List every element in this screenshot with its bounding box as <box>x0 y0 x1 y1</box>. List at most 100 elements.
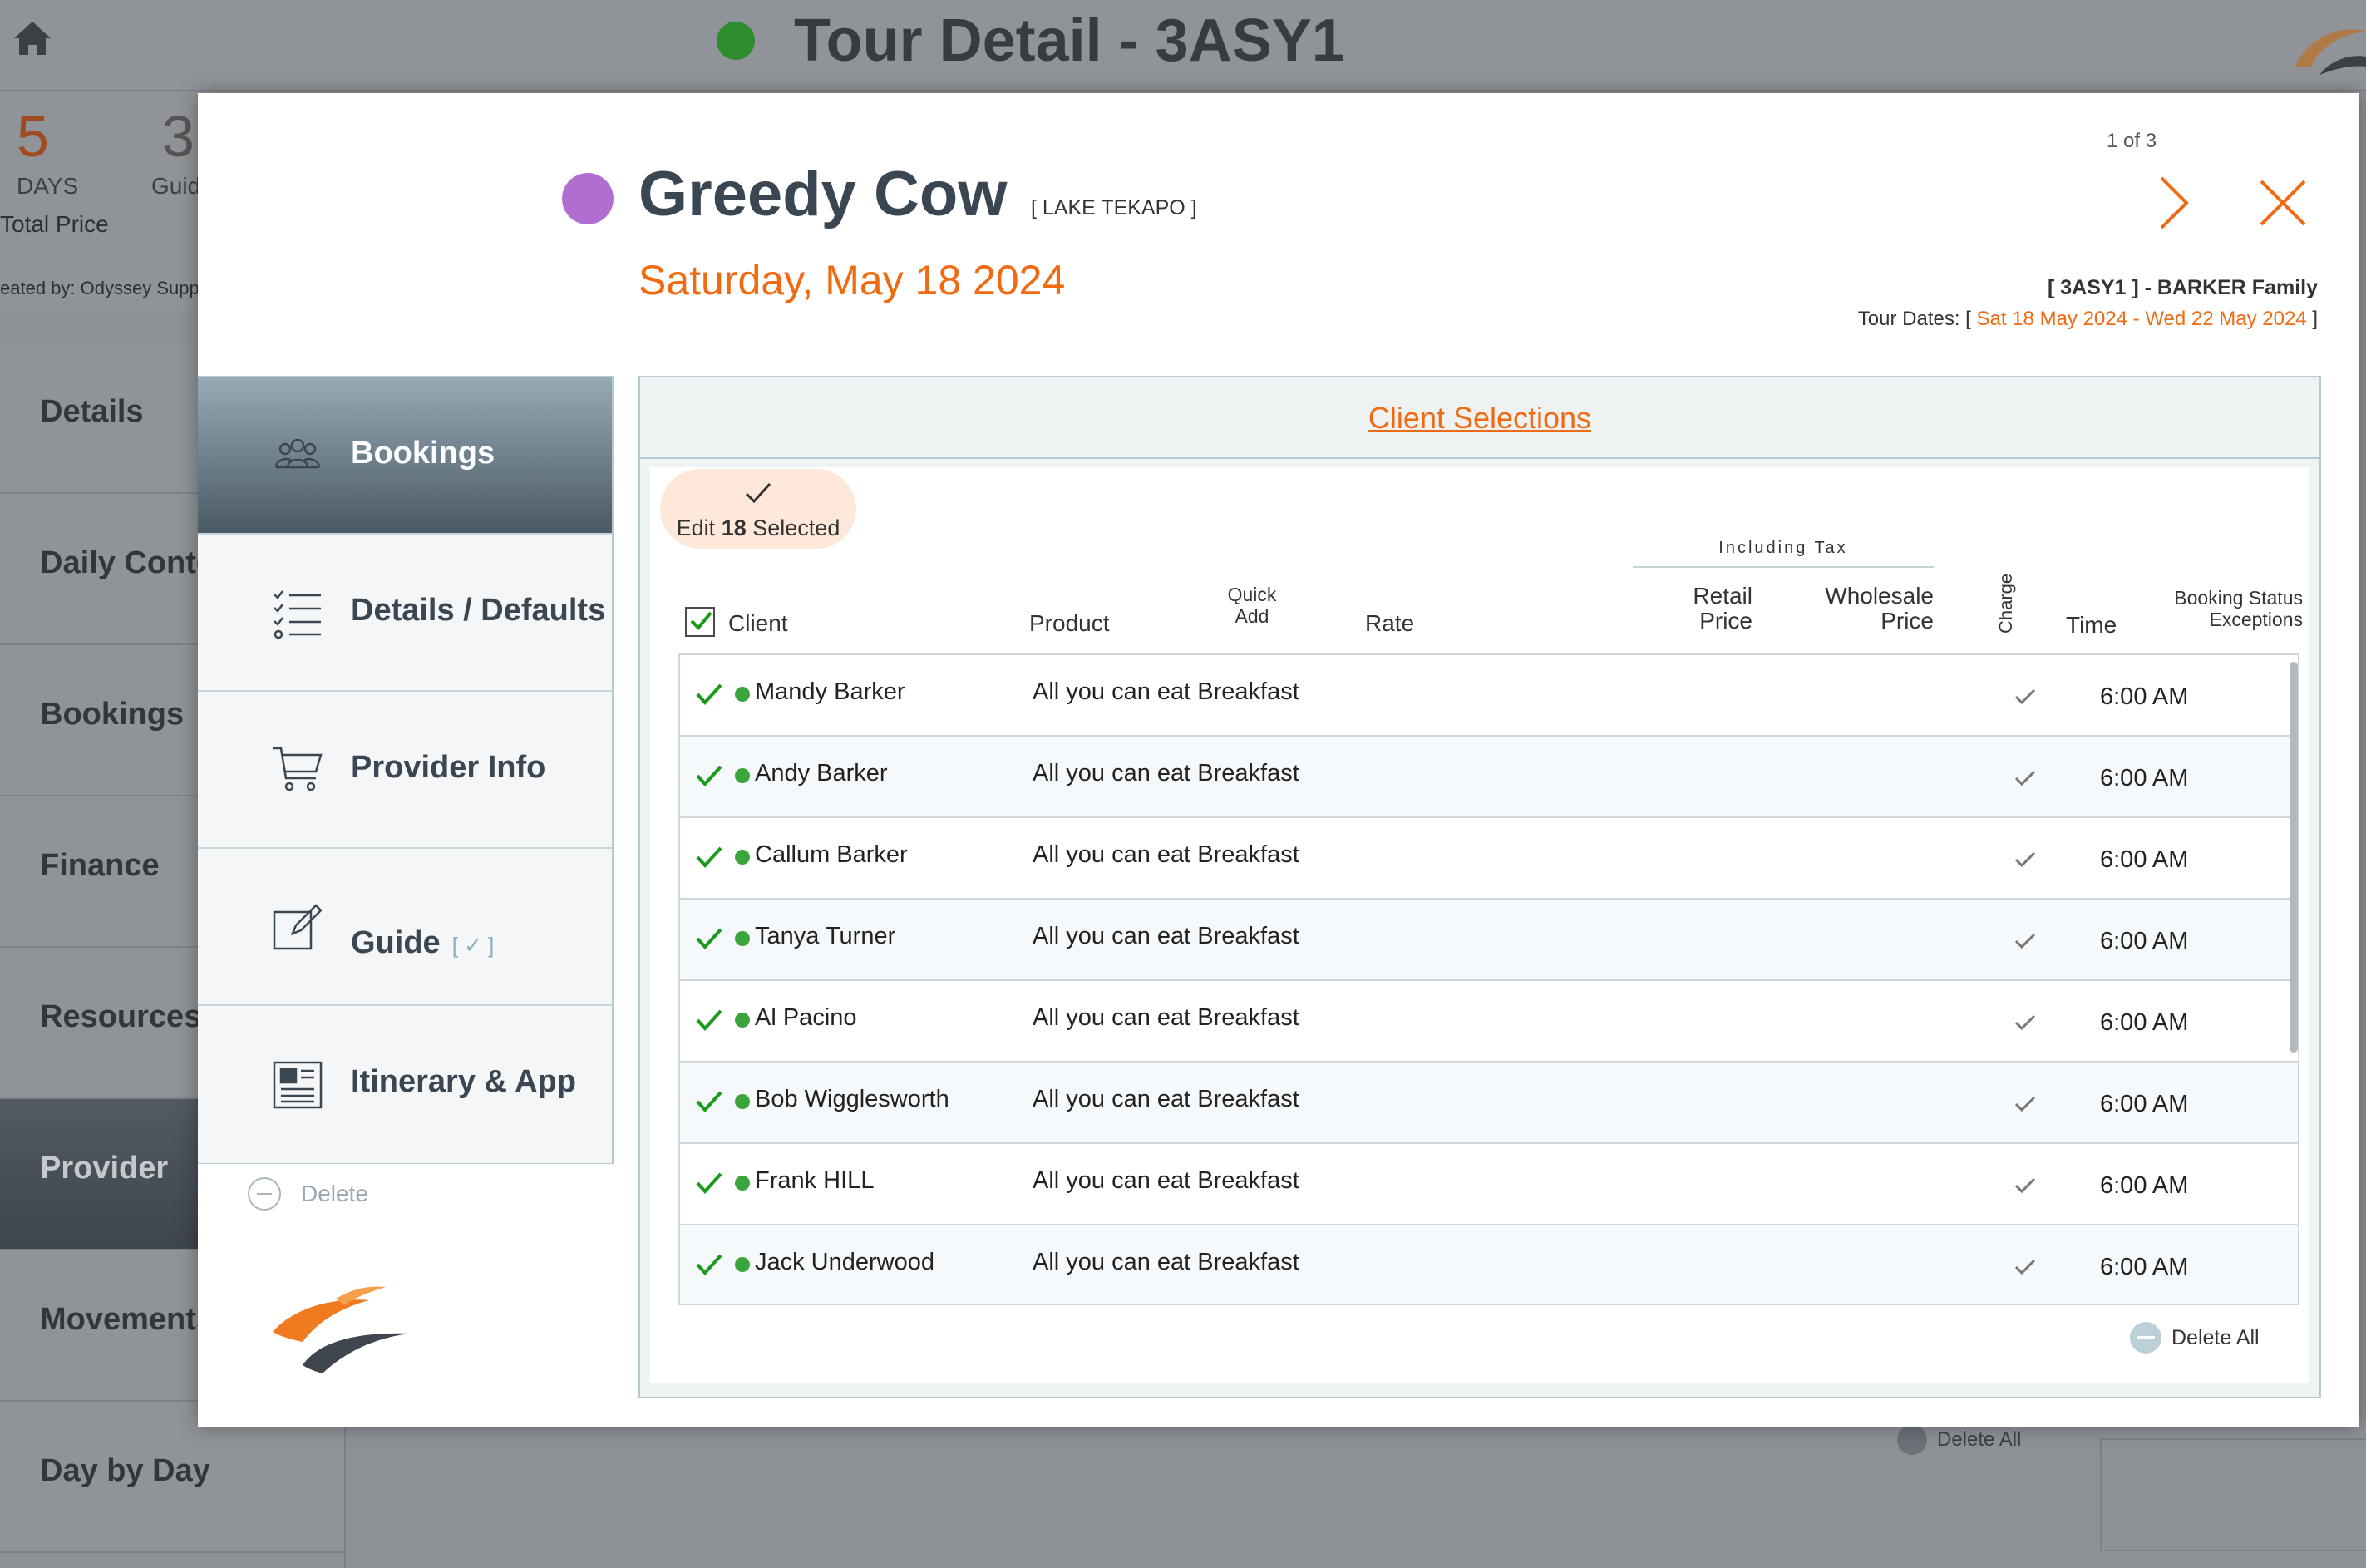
panel-title-link[interactable]: Client Selections <box>1368 401 1592 435</box>
provider-location: [ LAKE TEKAPO ] <box>1031 196 1197 219</box>
col-retail-price: Retail Price <box>1693 583 1752 634</box>
delete-all-button[interactable]: Delete All <box>2130 1322 2260 1354</box>
booking-time: 6:00 AM <box>2100 1009 2189 1036</box>
minus-circle-icon <box>1897 1425 1927 1455</box>
col-wholesale-price: Wholesale Price <box>1825 583 1934 634</box>
charge-check-icon <box>2014 1177 2036 1194</box>
modal-tabs: Bookings Details / Defaults Provider I <box>198 376 614 1164</box>
panel-header: Client Selections <box>640 377 2319 459</box>
product-name: All you can eat Breakfast <box>1033 1086 1299 1112</box>
days-count: 5 <box>17 104 49 169</box>
select-all-checkbox[interactable] <box>685 607 715 637</box>
table-row[interactable]: Jack Underwood All you can eat Breakfast… <box>680 1225 2298 1304</box>
tab-guide-label: Guide[ ✓ ] <box>351 925 495 960</box>
product-name: All you can eat Breakfast <box>1033 1249 1299 1275</box>
status-dot <box>735 1013 750 1028</box>
chevron-right-icon[interactable] <box>2143 170 2201 236</box>
table-row[interactable]: Callum Barker All you can eat Breakfast … <box>680 818 2298 900</box>
status-dot <box>735 1176 750 1191</box>
check-icon <box>745 482 771 504</box>
check-icon <box>690 611 712 630</box>
tab-itinerary-label: Itinerary & App <box>351 1064 576 1099</box>
check-icon[interactable] <box>695 1171 723 1196</box>
tour-family: [ 3ASY1 ] - BARKER Family <box>2047 276 2318 299</box>
bg-delete-all-button[interactable]: Delete All <box>1897 1425 2021 1455</box>
pager-label: 1 of 3 <box>2107 130 2157 152</box>
check-icon[interactable] <box>695 1252 723 1277</box>
check-icon[interactable] <box>695 763 723 788</box>
check-icon[interactable] <box>695 1008 723 1033</box>
booking-time: 6:00 AM <box>2100 683 2189 710</box>
divider <box>344 1413 346 1568</box>
page-title: Tour Detail - 3ASY1 <box>794 7 1345 74</box>
table-row[interactable]: Mandy Barker All you can eat Breakfast 6… <box>680 655 2298 737</box>
charge-check-icon <box>2014 851 2036 868</box>
table-row[interactable]: Frank HILL All you can eat Breakfast 6:0… <box>680 1144 2298 1225</box>
client-name: Tanya Turner <box>755 923 896 949</box>
booking-time: 6:00 AM <box>2100 928 2189 954</box>
client-name: Andy Barker <box>755 760 888 786</box>
guides-count: 3 <box>162 104 195 169</box>
table-row[interactable]: Tanya Turner All you can eat Breakfast 6… <box>680 900 2298 981</box>
tab-bookings-label: Bookings <box>351 436 495 471</box>
brand-logo <box>2295 29 2366 75</box>
col-product: Product <box>1029 610 1110 636</box>
tab-bookings[interactable]: Bookings <box>198 377 612 535</box>
including-tax-label: Including Tax <box>1633 539 1934 568</box>
tab-guide[interactable]: Guide[ ✓ ] <box>198 849 612 1006</box>
table-row[interactable]: Al Pacino All you can eat Breakfast 6:00… <box>680 981 2298 1063</box>
status-dot <box>735 687 750 702</box>
home-icon[interactable] <box>12 18 53 58</box>
top-bar: Tour Detail - 3ASY1 <box>0 0 2366 91</box>
charge-check-icon <box>2014 770 2036 786</box>
tour-end-date: Wed 22 May 2024 <box>2145 308 2307 330</box>
close-icon[interactable] <box>2250 170 2316 236</box>
cart-icon <box>273 747 323 791</box>
tab-details-defaults[interactable]: Details / Defaults <box>198 535 612 692</box>
table-scrollbar[interactable] <box>2290 662 2298 1053</box>
table-row[interactable]: Andy Barker All you can eat Breakfast 6:… <box>680 737 2298 818</box>
edit-selected-button[interactable]: Edit 18 Selected <box>660 469 856 549</box>
delete-provider-button[interactable]: Delete <box>248 1177 368 1211</box>
product-name: All you can eat Breakfast <box>1033 841 1299 868</box>
created-by: eated by: Odyssey Supp <box>0 278 200 298</box>
tab-provider-info-label: Provider Info <box>351 750 546 785</box>
check-icon[interactable] <box>695 845 723 870</box>
charge-check-icon <box>2014 1259 2036 1275</box>
status-dot <box>735 1257 750 1272</box>
panel-body: Edit 18 Selected Client Product Quick Add… <box>650 467 2309 1383</box>
charge-check-icon <box>2014 1014 2036 1031</box>
check-icon[interactable] <box>695 1089 723 1114</box>
check-icon[interactable] <box>695 682 723 707</box>
guides-label: Guid <box>151 173 201 199</box>
nav-day-by-day[interactable]: Day by Day <box>0 1402 345 1553</box>
col-rate: Rate <box>1365 610 1415 636</box>
tour-dates: Tour Dates: [ Sat 18 May 2024 - Wed 22 M… <box>1857 308 2318 330</box>
provider-name: Greedy Cow <box>638 159 1008 229</box>
days-label: DAYS <box>17 173 79 199</box>
edit-selected-label: Edit 18 Selected <box>676 515 840 540</box>
tab-itinerary-app[interactable]: Itinerary & App <box>198 1006 612 1163</box>
edit-icon <box>273 904 323 950</box>
tab-provider-info[interactable]: Provider Info <box>198 692 612 849</box>
check-icon[interactable] <box>695 926 723 951</box>
client-name: Callum Barker <box>755 841 908 868</box>
client-name: Mandy Barker <box>755 678 905 705</box>
product-name: All you can eat Breakfast <box>1033 1004 1299 1031</box>
brand-logo <box>273 1286 409 1373</box>
provider-modal: Greedy Cow [ LAKE TEKAPO ] Saturday, May… <box>198 93 2359 1427</box>
col-booking-status: Booking Status Exceptions <box>2174 587 2303 630</box>
tour-start-date: Sat 18 May 2024 <box>1976 308 2127 330</box>
booking-time: 6:00 AM <box>2100 1172 2189 1199</box>
booking-time: 6:00 AM <box>2100 1091 2189 1117</box>
booking-time: 6:00 AM <box>2100 765 2189 791</box>
table-row[interactable]: Bob Wigglesworth All you can eat Breakfa… <box>680 1063 2298 1144</box>
product-name: All you can eat Breakfast <box>1033 1167 1299 1194</box>
checklist-icon <box>274 590 321 639</box>
tab-details-label: Details / Defaults <box>351 593 606 628</box>
people-icon <box>274 438 321 469</box>
charge-check-icon <box>2014 1096 2036 1112</box>
total-price-label: Total Price <box>0 211 109 237</box>
client-name: Jack Underwood <box>755 1249 934 1275</box>
